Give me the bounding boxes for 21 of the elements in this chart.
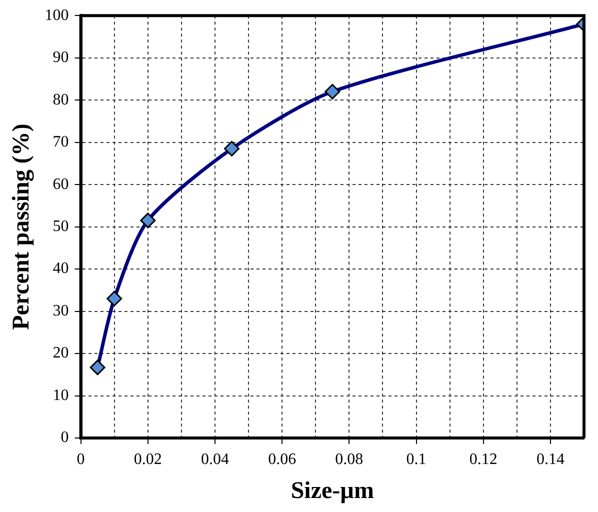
x-tick-label: 0.14 (536, 450, 564, 468)
y-axis-title: Percent passing (%) (8, 124, 35, 330)
x-tick-label: 0.02 (134, 450, 162, 468)
y-tick-label: 80 (52, 91, 69, 108)
y-tick-label: 100 (44, 6, 69, 24)
x-tick-label: 0.06 (268, 450, 296, 468)
y-tick-label: 50 (52, 218, 69, 236)
y-tick-label: 60 (52, 176, 69, 193)
y-tick-label: 20 (52, 344, 69, 362)
x-tick-label: 0.12 (469, 450, 498, 468)
x-tick-label: 0.04 (200, 450, 229, 468)
y-tick-label: 90 (52, 49, 69, 66)
y-tick-label: 0 (60, 429, 69, 446)
y-tick-label: 70 (52, 134, 69, 151)
x-axis-title: Size-µm (290, 478, 374, 504)
x-tick-label: 0.08 (335, 450, 364, 468)
x-tick-label: 0 (76, 450, 85, 468)
x-tick-label: 0.1 (406, 450, 426, 468)
y-tick-label: 30 (52, 302, 69, 320)
y-tick-label: 10 (52, 386, 69, 404)
y-tick-label: 40 (52, 260, 69, 278)
